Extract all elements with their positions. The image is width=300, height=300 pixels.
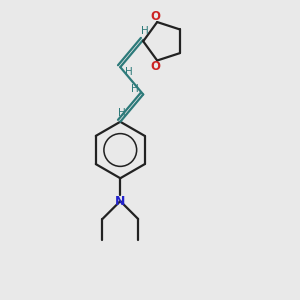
Text: H: H — [118, 108, 126, 118]
Text: O: O — [150, 60, 160, 73]
Text: H: H — [131, 84, 139, 94]
Text: H: H — [141, 26, 148, 37]
Text: N: N — [115, 195, 125, 208]
Text: H: H — [125, 68, 133, 77]
Text: O: O — [150, 10, 160, 23]
